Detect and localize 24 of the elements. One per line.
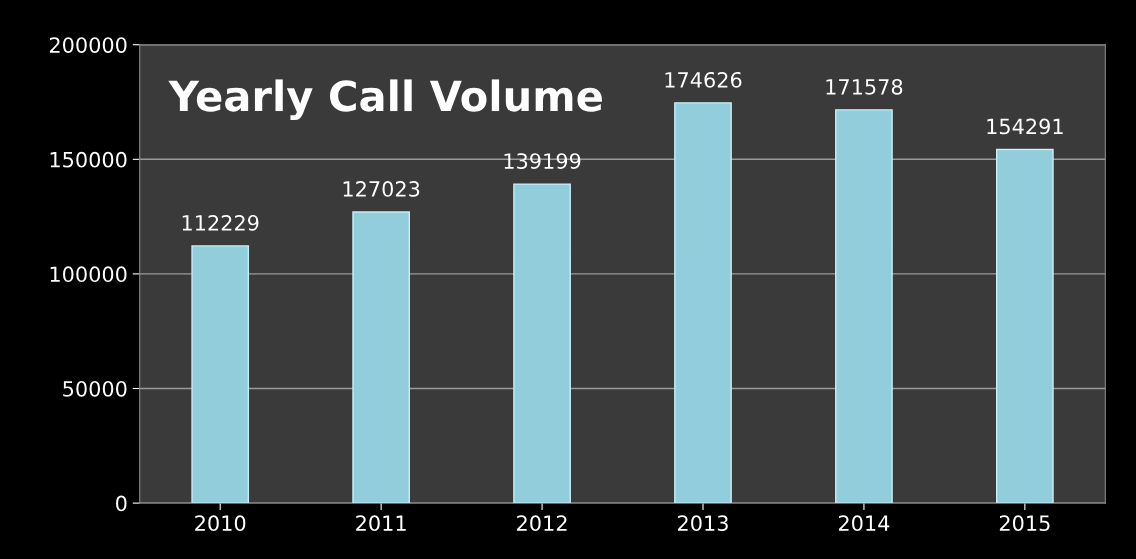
text: Yearly Call Volume xyxy=(168,79,602,121)
bar xyxy=(352,211,410,504)
bar xyxy=(191,245,250,504)
data-label: 139199 xyxy=(504,153,581,169)
x-tick-label: 2011 xyxy=(356,515,406,532)
bar xyxy=(513,183,571,504)
x-tick-label: 2014 xyxy=(838,515,890,532)
y-tick-label: 50000 xyxy=(63,380,127,397)
data-label: 154291 xyxy=(987,118,1063,135)
bar xyxy=(674,102,732,504)
y-tick-label: 0 xyxy=(116,495,127,512)
data-label: 171578 xyxy=(826,78,903,95)
x-tick-label: 2010 xyxy=(195,515,246,532)
x-tick-label: 2013 xyxy=(678,515,728,532)
x-tick-label: 2012 xyxy=(517,515,567,532)
y-tick-label: 150000 xyxy=(50,151,127,168)
x-tick-label: 2015 xyxy=(999,515,1050,532)
data-label: 174626 xyxy=(665,71,742,88)
bar xyxy=(835,109,893,504)
data-label: 112229 xyxy=(182,214,259,231)
data-label: 127023 xyxy=(343,181,420,197)
bar xyxy=(996,148,1054,504)
y-tick-label: 100000 xyxy=(50,266,127,283)
y-tick-label: 200000 xyxy=(49,37,127,53)
